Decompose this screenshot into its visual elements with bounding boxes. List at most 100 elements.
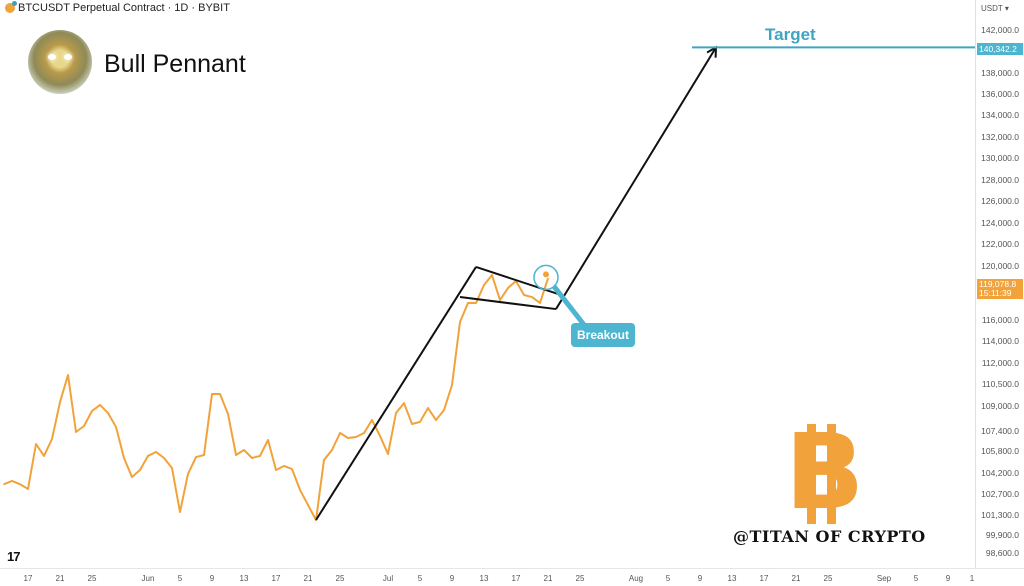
x-tick-label: 13: [239, 574, 249, 583]
avatar-eye: [48, 54, 56, 60]
x-tick-label: 25: [575, 574, 585, 583]
x-tick-label: 21: [55, 574, 65, 583]
price-point: [347, 437, 349, 439]
price-point: [51, 438, 53, 440]
price-point: [35, 443, 37, 445]
chart-title: Bull Pennant: [104, 50, 246, 78]
y-tick-label: 138,000.0: [981, 68, 1019, 78]
price-point: [291, 468, 293, 470]
bar-countdown: 15:11:39: [979, 288, 1012, 298]
time-axis[interactable]: 17 21 25 Jun 5 9 13 17 21 25 Jul 5 9 13 17 21 25 Aug 5 9 13 1…: [0, 568, 1024, 586]
author-avatar: [28, 30, 92, 94]
y-tick-label: 120,000.0: [981, 261, 1019, 271]
bybit-coin-icon: [5, 0, 17, 13]
y-tick-label: 134,000.0: [981, 110, 1019, 120]
price-point: [227, 413, 229, 415]
y-tick-label: 136,000.0: [981, 89, 1019, 99]
price-point: [491, 274, 493, 276]
x-tick-label: 5: [177, 574, 183, 583]
current-price-label: 119,078.8 15:11:39: [977, 279, 1023, 299]
price-point: [403, 402, 405, 404]
x-tick-label: 5: [417, 574, 423, 583]
breakout-circle: [533, 264, 559, 291]
price-point: [187, 473, 189, 475]
tradingview-logo: 17: [7, 549, 21, 564]
projection-arrow: [555, 47, 716, 310]
x-tick-label: Jul: [382, 574, 394, 583]
price-point: [251, 457, 253, 459]
price-point: [331, 449, 333, 451]
y-tick-label: 114,000.0: [981, 336, 1019, 346]
y-tick-label: 99,900.0: [985, 530, 1019, 540]
y-tick-label: 101,300.0: [981, 510, 1019, 520]
y-tick-label: 112,000.0: [981, 358, 1019, 368]
price-point: [283, 465, 285, 467]
price-point: [139, 469, 141, 471]
symbol-text: BTCUSDT Perpetual Contract · 1D · BYBIT: [18, 1, 230, 14]
y-tick-label: 102,700.0: [981, 489, 1019, 499]
price-point: [387, 453, 389, 455]
y-tick-label: 132,000.0: [981, 132, 1019, 142]
price-point: [163, 457, 165, 459]
price-point: [83, 425, 85, 427]
price-point: [243, 449, 245, 451]
price-point: [211, 393, 213, 395]
current-price: 119,078.8: [979, 279, 1017, 289]
price-point: [339, 432, 341, 434]
price-point: [395, 412, 397, 414]
currency-label: USDT: [981, 4, 1003, 13]
price-axis[interactable]: USDT ▾ 142,000.0140,000.0138,000.0136,00…: [975, 0, 1024, 568]
x-tick-label: 9: [697, 574, 703, 583]
price-point: [443, 409, 445, 411]
y-tick-label: 104,200.0: [981, 468, 1019, 478]
x-tick-label: 13: [479, 574, 489, 583]
pennant-upper-line: [475, 265, 565, 297]
price-point: [11, 480, 13, 482]
x-tick-label: 5: [913, 574, 919, 583]
y-tick-label: 98,600.0: [985, 548, 1019, 558]
price-point: [379, 435, 381, 437]
x-tick-label: 17: [271, 574, 281, 583]
y-tick-label: 107,400.0: [981, 426, 1019, 436]
price-line: [3, 274, 549, 521]
y-tick-label: 105,800.0: [981, 446, 1019, 456]
pennant-lower-line: [459, 296, 557, 311]
price-point: [99, 404, 101, 406]
target-label: Target: [765, 25, 816, 44]
x-tick-label: 21: [303, 574, 313, 583]
chart-plot[interactable]: [0, 0, 975, 568]
price-point: [43, 455, 45, 457]
price-point: [435, 419, 437, 421]
price-point: [235, 454, 237, 456]
price-point: [115, 426, 117, 428]
y-tick-label: 116,000.0: [981, 315, 1019, 325]
price-point: [451, 384, 453, 386]
price-point: [203, 454, 205, 456]
price-point: [323, 459, 325, 461]
y-tick-label: 109,000.0: [981, 401, 1019, 411]
price-point: [3, 483, 5, 486]
currency-select[interactable]: USDT ▾: [981, 4, 1009, 13]
target-price-label: 140,342.2: [977, 43, 1023, 55]
price-point: [475, 302, 477, 304]
price-point: [531, 296, 533, 298]
x-tick-label: Jun: [141, 574, 155, 583]
watermark: @TITAN OF CRYPTO: [733, 527, 926, 546]
price-point: [499, 299, 501, 301]
price-point: [179, 511, 181, 513]
price-point: [371, 419, 373, 421]
y-tick-label: 126,000.0: [981, 196, 1019, 206]
x-tick-label: Sep: [876, 574, 892, 583]
x-tick-label: 9: [449, 574, 455, 583]
price-point: [67, 374, 69, 376]
x-tick-label: 21: [543, 574, 553, 583]
price-point: [275, 469, 277, 471]
breakout-label: Breakout: [571, 323, 635, 347]
price-point: [307, 504, 309, 506]
price-point: [459, 321, 461, 323]
y-tick-label: 142,000.0: [981, 25, 1019, 35]
price-point: [363, 432, 365, 434]
x-tick-label: 5: [665, 574, 671, 583]
price-point: [91, 410, 93, 412]
price-point: [259, 455, 261, 457]
